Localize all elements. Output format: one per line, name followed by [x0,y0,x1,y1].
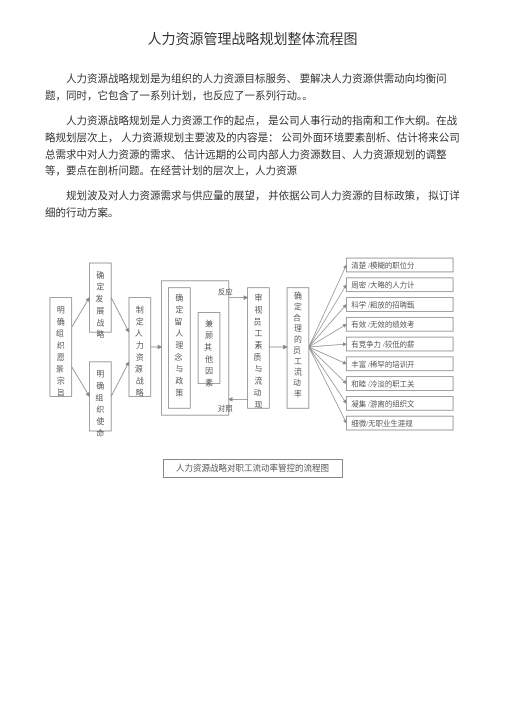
fan-item-1: 周密 /大略的人力计 [351,279,415,289]
fan-item-2: 科学 /粗放的招聘甄 [351,299,415,309]
label-contrast: 对照 [218,403,233,413]
paragraph-1: 人力资源战略规划是为组织的人力资源目标服务、 要解决人力资源供需动向均衡问题，同… [45,72,460,106]
fan-item-4: 有竞争力 /较低的薪 [351,339,415,349]
diagram-caption: 人力资源战略对职工流动率管控的流程图 [163,459,343,479]
document-page: 人力资源管理战略规划整体流程图 人力资源战略规划是为组织的人力资源目标服务、 要… [0,0,505,498]
fan-item-8: 细微/无职业生涯规 [351,418,413,428]
fan-item-3: 有效 /无效的绩效考 [351,319,414,329]
svg-text:确定留 人理念 与政策: 确定留 人理念 与政策 [174,292,184,397]
fan-item-6: 和睦 /冷淡的职工关 [351,378,415,388]
fan-item-0: 清楚 /模糊的职位分 [351,260,415,270]
flowchart-diagram: 明确组 织愿景 宗旨 确定发 展战略 明确组 织使命 制定人 力资源 战略 [45,243,460,479]
paragraph-2: 人力资源战略规划是人力资源工作的起点， 是公司人事行动的指南和工作大纲。在战略规… [45,114,460,181]
fan-item-5: 丰富 /稀罕的培训开 [351,359,415,369]
fan-item-7: 凝集 /游离的组织文 [351,398,415,408]
document-title: 人力资源管理战略规划整体流程图 [45,30,460,52]
label-reflect: 反应 [218,286,233,296]
paragraph-3: 规划波及对人力资源需求与供应量的展望， 并依据公司人力资源的目标政策， 拟订详细… [45,189,460,223]
